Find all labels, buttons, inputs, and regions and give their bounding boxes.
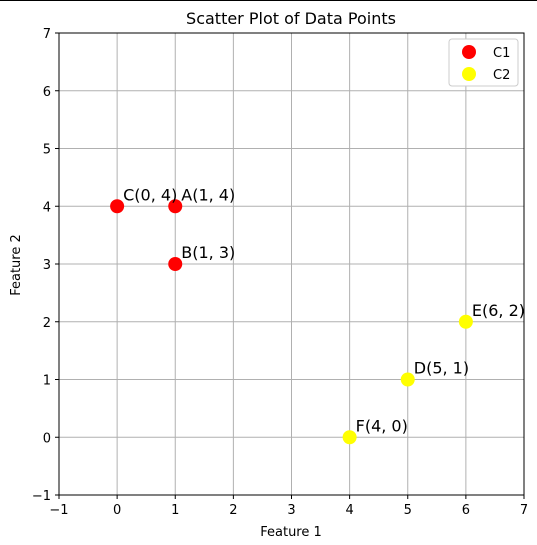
x-tick-label: 4 (345, 503, 353, 518)
x-tick-label: 0 (113, 503, 121, 518)
y-tick-label: 6 (43, 85, 51, 100)
grid-lines (58, 32, 525, 496)
point-label: A(1, 4) (181, 185, 235, 204)
point-labels: A(1, 4) B(1, 3) C(0, 4) D(5, 1) E(6, 2) F(4, … (123, 185, 525, 435)
top-rule (0, 0, 537, 1)
data-point-c2 (400, 372, 415, 387)
data-point-c1 (168, 257, 183, 271)
data-points (110, 199, 473, 445)
chart-title: Scatter Plot of Data Points (186, 9, 396, 28)
legend-marker-c2 (462, 67, 476, 81)
x-tick-label: 3 (287, 503, 295, 518)
x-tick-label: 5 (404, 503, 412, 518)
y-tick-label: 4 (43, 200, 51, 215)
data-point-c2 (342, 430, 357, 445)
legend-label: C1 (493, 46, 510, 61)
y-tick-label: −1 (32, 489, 51, 504)
x-tick-label: 2 (229, 503, 237, 518)
point-label: E(6, 2) (472, 301, 525, 320)
data-point-c2 (458, 314, 473, 329)
point-label: F(4, 0) (356, 416, 408, 435)
point-label: D(5, 1) (414, 359, 469, 378)
y-axis-ticks: −1 0 1 2 3 4 5 6 7 (32, 27, 59, 504)
x-axis-ticks: −1 0 1 2 3 4 5 6 7 (49, 495, 528, 518)
x-tick-label: 1 (171, 503, 179, 518)
legend-marker-c1 (462, 45, 476, 59)
plot-frame (58, 32, 525, 496)
y-tick-label: 2 (43, 316, 51, 331)
y-tick-label: 0 (43, 431, 51, 446)
y-tick-label: 7 (43, 27, 51, 42)
data-point-c1 (168, 199, 183, 214)
x-tick-label: 7 (520, 503, 528, 518)
x-axis-label: Feature 1 (260, 525, 322, 540)
y-axis-label: Feature 2 (9, 234, 24, 296)
y-tick-label: 1 (43, 374, 51, 389)
data-point-c1 (110, 199, 125, 214)
y-tick-label: 3 (43, 258, 51, 273)
point-label: B(1, 3) (181, 243, 235, 262)
x-tick-label: −1 (49, 503, 68, 518)
legend-label: C2 (493, 68, 510, 83)
point-label: C(0, 4) (123, 185, 177, 204)
x-tick-label: 6 (462, 503, 470, 518)
y-tick-label: 5 (43, 143, 51, 158)
